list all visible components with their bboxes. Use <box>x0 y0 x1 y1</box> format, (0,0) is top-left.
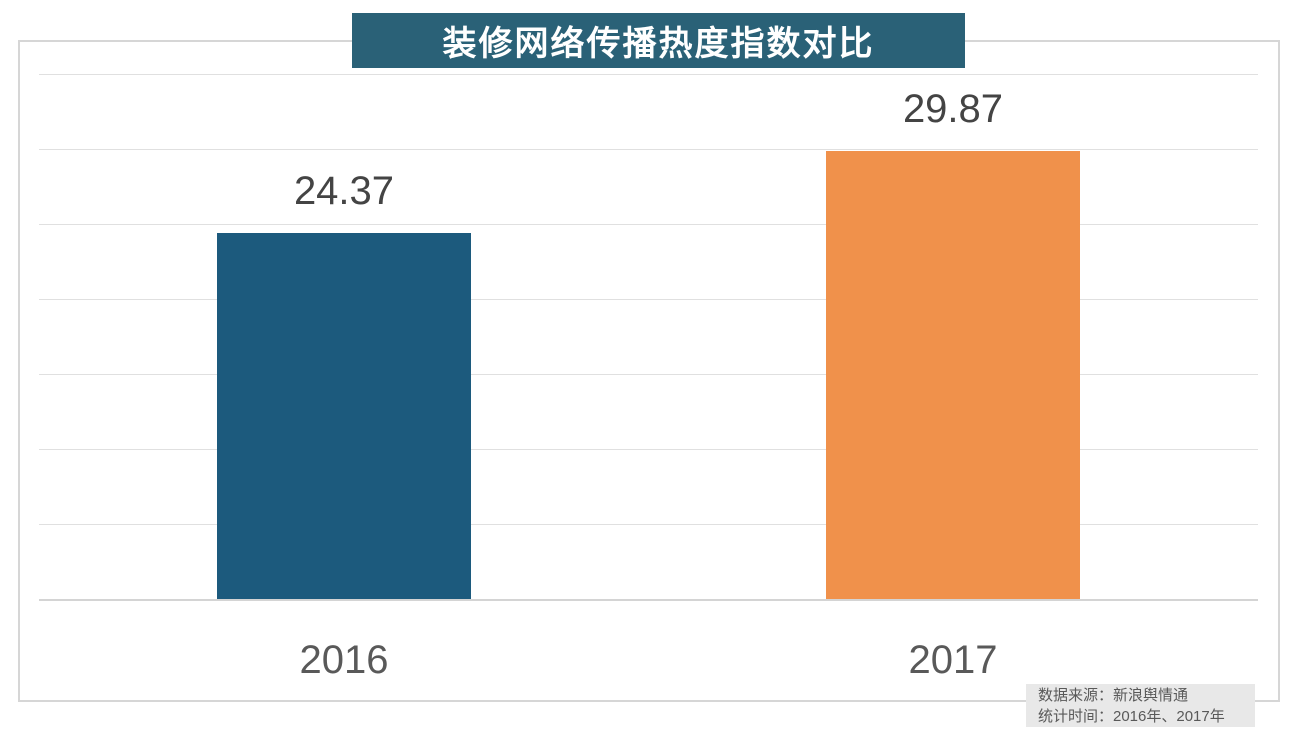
value-label-2017: 29.87 <box>902 87 1004 131</box>
x-axis-label-2017: 2017 <box>908 638 998 682</box>
gridline <box>39 224 1258 225</box>
gridline <box>39 299 1258 300</box>
gridline <box>39 524 1258 525</box>
bar-2016 <box>217 233 471 599</box>
gridline <box>39 449 1258 450</box>
plot-frame <box>18 40 1280 702</box>
gridline <box>39 374 1258 375</box>
value-label-2016: 24.37 <box>293 169 395 213</box>
bar-group-2016: 24.37 <box>217 169 471 599</box>
x-axis-label-2016: 2016 <box>299 638 389 682</box>
bar-2017 <box>826 151 1080 599</box>
bar-group-2017: 29.87 <box>826 87 1080 599</box>
x-axis-line <box>39 599 1258 601</box>
gridline <box>39 74 1258 75</box>
source-note-line2: 统计时间：2016年、2017年 <box>1038 708 1225 725</box>
source-note-line1: 数据来源：新浪舆情通 <box>1038 687 1189 704</box>
gridline <box>39 149 1258 150</box>
source-note: 数据来源：新浪舆情通 统计时间：2016年、2017年 <box>1026 684 1255 727</box>
chart-title: 装修网络传播热度指数对比 <box>352 13 965 68</box>
